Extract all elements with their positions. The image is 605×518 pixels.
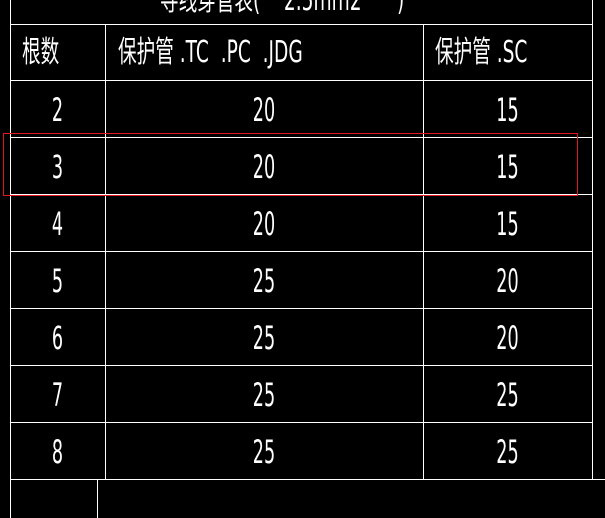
cell-pipe-tc-pc-jdg: 25: [252, 262, 276, 300]
row-line: [10, 137, 593, 138]
selection-rectangle: [3, 133, 578, 196]
cell-count: 2: [51, 91, 64, 129]
row-line: [10, 80, 593, 81]
row-line: [10, 251, 593, 252]
cell-count: 8: [51, 433, 64, 471]
cell-pipe-tc-pc-jdg: 25: [252, 319, 276, 357]
cell-pipe-sc: 25: [496, 376, 519, 414]
row-line: [10, 24, 593, 25]
col-divider-1: [105, 25, 106, 480]
cell-count: 7: [51, 376, 64, 414]
cell-count: 5: [51, 262, 64, 300]
header-pipe-sc: 保护管 .SC: [435, 35, 528, 70]
cell-pipe-sc: 15: [496, 91, 519, 129]
row-line: [10, 365, 593, 366]
cell-pipe-sc: 20: [496, 319, 519, 357]
col-divider-2: [423, 25, 424, 480]
table-border-left: [10, 0, 11, 518]
row-line: [10, 479, 605, 480]
cell-pipe-tc-pc-jdg: 25: [252, 376, 276, 414]
cell-pipe-tc-pc-jdg: 20: [252, 148, 276, 186]
table-border-right: [592, 0, 593, 480]
cell-pipe-tc-pc-jdg: 20: [252, 91, 276, 129]
cell-pipe-sc: 15: [496, 205, 519, 243]
cell-count: 3: [51, 148, 64, 186]
footer-divider: [97, 480, 98, 518]
cell-pipe-tc-pc-jdg: 25: [252, 433, 276, 471]
row-line: [10, 422, 593, 423]
cell-pipe-sc: 25: [496, 433, 519, 471]
row-line: [10, 194, 593, 195]
cell-pipe-tc-pc-jdg: 20: [252, 205, 276, 243]
header-pipe-tc-pc-jdg: 保护管 .TC .PC .JDG: [118, 35, 303, 70]
table-title: 导线穿管表( 2.5mm2 ): [160, 0, 405, 18]
cell-count: 6: [51, 319, 64, 357]
cell-count: 4: [51, 205, 64, 243]
row-line: [10, 308, 593, 309]
cell-pipe-sc: 20: [496, 262, 519, 300]
cell-pipe-sc: 15: [496, 148, 519, 186]
header-count: 根数: [22, 35, 60, 70]
